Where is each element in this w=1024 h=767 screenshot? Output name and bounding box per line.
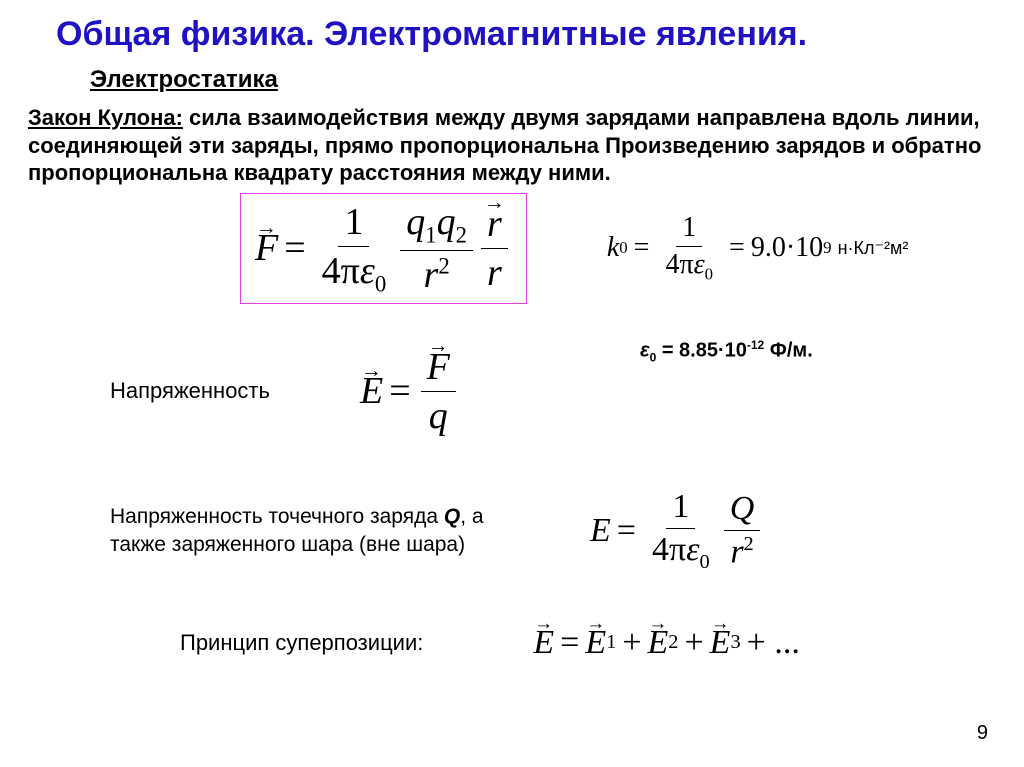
superposition-formula: E = E1 + E2 + E3 + ...	[533, 624, 805, 662]
coulomb-law-text: Закон Кулона: сила взаимодействия между …	[0, 94, 1024, 187]
law-label: Закон Кулона:	[28, 105, 183, 130]
k0-formula: k0 = 1 4πε0 = 9.0·109 н·Кл⁻²м²	[607, 212, 909, 285]
slide-title: Общая физика. Электромагнитные явления.	[0, 0, 1024, 54]
superposition-row: Принцип суперпозиции: E = E1 + E2 + E3 +…	[0, 624, 1024, 662]
k0-units: н·Кл⁻²м²	[838, 238, 909, 259]
frac-1-over-4pie0: 1 4πε0	[316, 200, 393, 298]
equals: =	[278, 226, 311, 270]
point-charge-row: Напряженность точечного заряда Q, а такж…	[0, 488, 1024, 574]
superposition-label: Принцип суперпозиции:	[180, 630, 423, 656]
page-number: 9	[977, 722, 988, 745]
frac-rvec-over-r: r r	[481, 202, 508, 295]
F-vector: F	[255, 226, 278, 270]
intensity-label: Напряженность	[110, 378, 360, 404]
point-charge-label: Напряженность точечного заряда Q, а такж…	[110, 503, 520, 558]
coulomb-formula-row: F = 1 4πε0 q1q2 r2 r r k0 =	[0, 193, 1024, 305]
slide: Общая физика. Электромагнитные явления. …	[0, 0, 1024, 767]
intensity-formula: E = F q	[360, 345, 460, 438]
slide-subtitle: Электростатика	[0, 66, 1024, 94]
intensity-row: Напряженность E = F q	[0, 345, 1024, 438]
coulomb-formula-box: F = 1 4πε0 q1q2 r2 r r	[240, 193, 527, 305]
coulomb-formula: F = 1 4πε0 q1q2 r2 r r	[255, 200, 512, 298]
point-charge-formula: E = 1 4πε0 Q r2	[590, 488, 764, 574]
frac-q1q2-over-r2: q1q2 r2	[400, 200, 473, 298]
